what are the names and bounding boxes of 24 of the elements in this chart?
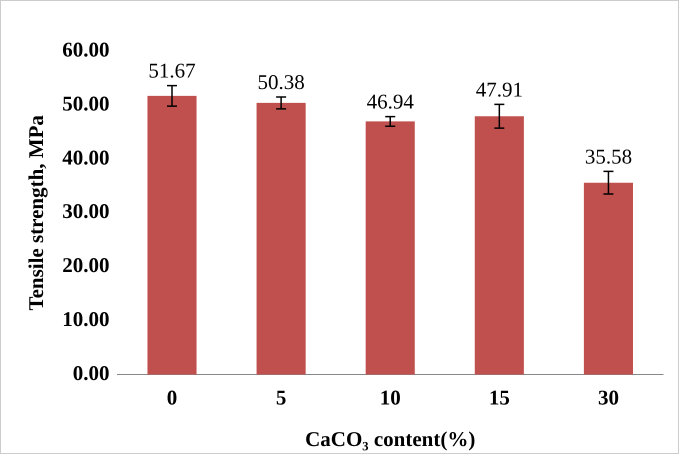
bar [147,96,197,375]
x-tick-label: 5 [276,386,286,410]
data-label: 50.38 [257,70,305,94]
bar [366,121,415,375]
y-tick-label: 40.00 [62,145,110,170]
x-axis-title: CaCO₃ content(%) [305,426,476,451]
x-tick-label: 15 [488,386,510,410]
bar [584,182,633,375]
data-label: 47.91 [476,77,523,102]
x-tick-label: 30 [598,386,619,410]
y-tick-label: 30.00 [62,199,110,224]
y-tick-label: 10.00 [62,307,110,332]
x-tick-label: 10 [380,386,401,410]
bar [256,102,306,375]
y-tick-label: 50.00 [62,91,110,116]
y-tick-label: 0.00 [72,361,110,386]
y-axis-title: Tensile strength, MPa [24,114,48,311]
x-tick-label: 0 [166,386,178,410]
data-label: 46.94 [366,90,414,114]
y-tick-label: 60.00 [62,37,110,62]
bar [474,116,524,375]
data-label: 35.58 [584,144,632,168]
data-label: 51.67 [148,58,196,83]
y-tick-label: 20.00 [62,253,110,278]
